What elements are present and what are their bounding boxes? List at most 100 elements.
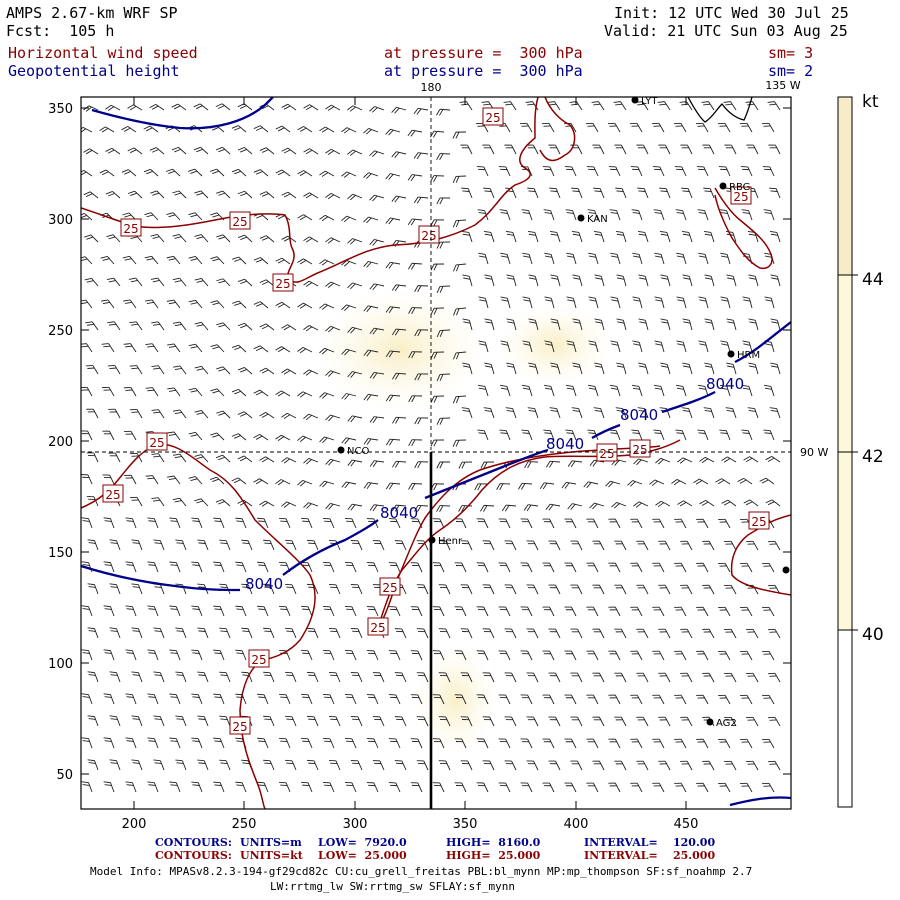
- wind-barb: [636, 628, 649, 639]
- wind-barb: [499, 209, 511, 221]
- svg-text:25: 25: [232, 215, 247, 229]
- wind-barb: [99, 169, 115, 177]
- wind-barb: [108, 408, 121, 419]
- wind-barb: [237, 234, 253, 243]
- wind-barb: [131, 759, 143, 771]
- wind-barb: [527, 407, 539, 419]
- wind-barb: [721, 499, 737, 507]
- wind-barb: [169, 693, 181, 705]
- wind-barb: [718, 782, 731, 793]
- wind-barb: [366, 562, 379, 573]
- footer-contours-2: CONTOURS:: [155, 849, 232, 862]
- wind-barb: [682, 274, 693, 287]
- wind-barb: [285, 539, 297, 551]
- wind-barb: [259, 500, 275, 507]
- wind-barb: [677, 500, 693, 507]
- wind-barb: [592, 716, 605, 727]
- wind-barb: [319, 259, 335, 266]
- wind-barb: [275, 169, 291, 177]
- wind-barb: [344, 562, 357, 573]
- wind-barb: [658, 540, 671, 551]
- wind-barb: [171, 146, 187, 155]
- wind-barb: [741, 209, 753, 221]
- footer-interval-2: INTERVAL= 25.000: [584, 849, 716, 862]
- wind-barb: [741, 384, 753, 397]
- wind-barb: [482, 760, 495, 771]
- wind-barb: [567, 460, 583, 468]
- colorbar-high: [838, 97, 852, 275]
- wind-barb: [503, 101, 517, 111]
- parallel-label: 90 W: [800, 446, 828, 459]
- wind-barb: [109, 627, 121, 639]
- wind-barb: [748, 318, 759, 331]
- wind-barb: [257, 605, 269, 617]
- wind-barb: [565, 429, 577, 441]
- wind-barb: [414, 373, 429, 381]
- wind-barb: [363, 482, 379, 489]
- wind-barb: [696, 518, 709, 529]
- wind-barb: [627, 480, 643, 487]
- wind-barb: [413, 196, 429, 204]
- wind-barb: [297, 170, 313, 177]
- wind-barb: [681, 187, 693, 199]
- wind-barb: [322, 693, 335, 705]
- svg-text:25: 25: [105, 488, 120, 502]
- wind-barb: [696, 562, 709, 573]
- wind-barb: [241, 627, 253, 639]
- wind-barb: [453, 307, 467, 316]
- wind-barb: [215, 146, 231, 155]
- wind-barb: [761, 122, 775, 133]
- wind-barb: [701, 101, 715, 111]
- wind-barb: [191, 561, 203, 573]
- wind-barb: [522, 252, 533, 265]
- wind-barb: [416, 716, 429, 727]
- wind-barb: [253, 389, 269, 397]
- wind-barb: [696, 650, 709, 661]
- wind-barb: [237, 190, 253, 199]
- wind-barb: [281, 457, 297, 464]
- wind-barb: [483, 407, 495, 419]
- wind-barb: [216, 410, 231, 419]
- wind-barb: [213, 693, 225, 705]
- wind-barb: [763, 429, 775, 441]
- wind-barb: [216, 278, 231, 287]
- wind-barb: [652, 650, 665, 661]
- wind-barb: [145, 475, 159, 485]
- wind-barb: [285, 627, 297, 639]
- wind-barb: [586, 518, 599, 529]
- wind-barb: [564, 650, 577, 661]
- wind-barb: [770, 362, 781, 375]
- wind-barb: [369, 239, 385, 246]
- wind-barb: [297, 391, 313, 398]
- wind-barb: [363, 127, 379, 135]
- wind-barb: [698, 296, 709, 309]
- svg-text:25: 25: [599, 447, 614, 461]
- wind-barb: [127, 147, 143, 155]
- wind-barb: [697, 429, 709, 441]
- wind-barb: [498, 606, 511, 617]
- wind-barb: [630, 782, 643, 793]
- wind-barb: [281, 501, 297, 508]
- wind-barb: [520, 606, 533, 617]
- footer-high-2: HIGH= 25.000: [446, 849, 541, 862]
- coastline: [687, 97, 753, 123]
- wind-barb: [297, 346, 313, 354]
- wind-barb: [153, 627, 165, 639]
- wind-barb: [430, 439, 445, 447]
- wind-barb: [191, 517, 203, 529]
- wind-barb: [408, 439, 423, 447]
- wind-barb: [674, 518, 687, 529]
- wind-barb: [363, 393, 379, 401]
- wind-barb: [301, 737, 313, 749]
- wind-barb: [344, 518, 357, 529]
- wind-barb: [720, 252, 731, 265]
- wind-barb: [322, 605, 335, 617]
- wind-barb: [586, 738, 599, 749]
- y-tick-label: 50: [56, 768, 73, 783]
- wind-barb: [610, 340, 621, 353]
- wind-barb: [680, 540, 693, 551]
- wind-barb: [748, 274, 759, 287]
- wind-barb: [550, 318, 561, 331]
- wind-barb: [586, 694, 599, 705]
- wind-barb: [522, 340, 533, 353]
